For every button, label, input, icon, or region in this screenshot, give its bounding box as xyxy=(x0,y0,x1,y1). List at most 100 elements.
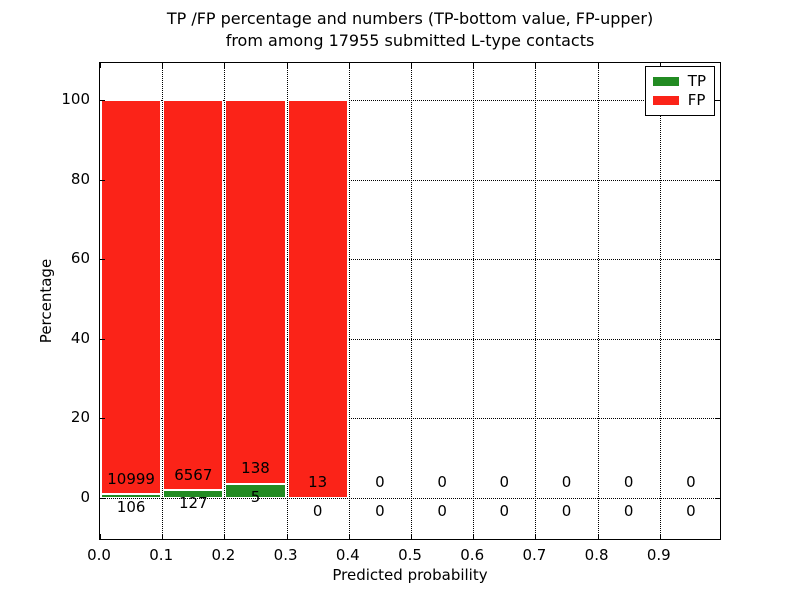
x-tick-bottom-0.9 xyxy=(659,534,661,539)
x-tick-top-0.9 xyxy=(659,63,661,68)
tp-count-label-6: 0 xyxy=(499,501,510,520)
y-tick-label-60: 60 xyxy=(70,249,90,268)
chart-title-line2: from among 17955 submitted L-type contac… xyxy=(225,31,595,50)
tp-count-label-4: 0 xyxy=(375,501,385,520)
legend: TP FP xyxy=(644,66,715,116)
x-tick-label-0.6: 0.6 xyxy=(460,546,485,564)
legend-row-tp: TP xyxy=(652,72,706,91)
y-tick-label-80: 80 xyxy=(70,169,90,188)
x-tick-bottom-0.2 xyxy=(224,534,226,539)
gridline-y-100 xyxy=(100,100,720,101)
x-tick-label-0.1: 0.1 xyxy=(149,546,174,564)
plot-area: 10999 106 6567 127 138 5 13 0 0 0 0 0 0 0 0 0 0 0 0 0 TP FP xyxy=(99,62,721,540)
fp-count-label-1: 6567 xyxy=(174,465,213,484)
x-tick-label-0.0: 0.0 xyxy=(87,546,111,564)
tp-count-label-9: 0 xyxy=(686,501,696,520)
tp-count-label-5: 0 xyxy=(437,501,447,520)
gridline-x-0.9 xyxy=(659,63,661,539)
tp-count-label-7: 0 xyxy=(561,501,572,520)
gridline-x-0.2 xyxy=(224,63,226,539)
gridline-x-0.3 xyxy=(286,63,288,539)
y-tick-label-100: 100 xyxy=(61,90,90,108)
legend-row-fp: FP xyxy=(652,91,706,110)
x-tick-bottom-0.1 xyxy=(162,534,164,539)
legend-label-tp: TP xyxy=(687,72,706,90)
fp-count-label-4: 0 xyxy=(375,473,385,492)
gridline-x-0.7 xyxy=(535,63,537,539)
fp-count-label-6: 0 xyxy=(499,473,510,492)
gridline-y-60 xyxy=(100,259,720,261)
bar-fp-segment-3 xyxy=(287,100,348,498)
gridline-y-20 xyxy=(100,418,720,420)
y-tick-left-40 xyxy=(100,338,105,340)
fp-count-label-5: 0 xyxy=(437,473,447,492)
bar-fp-segment-2 xyxy=(225,100,286,485)
x-axis-label: Predicted probability xyxy=(332,566,488,584)
fp-count-label-3: 13 xyxy=(308,473,328,492)
x-tick-top-0.8 xyxy=(597,63,599,68)
gridline-y-40 xyxy=(100,338,720,340)
bar-fp-segment-0 xyxy=(101,100,162,495)
y-tick-label-40: 40 xyxy=(70,328,90,347)
gridline-x-0.8 xyxy=(597,63,599,539)
gridline-x-0.4 xyxy=(348,63,350,539)
x-tick-top-0.3 xyxy=(286,63,288,68)
x-tick-label-0.2: 0.2 xyxy=(211,546,236,564)
tp-count-label-3: 0 xyxy=(312,501,323,520)
x-tick-label-0.8: 0.8 xyxy=(584,546,609,564)
x-tick-top-0.4 xyxy=(348,63,350,68)
x-tick-bottom-0.3 xyxy=(286,534,288,539)
gridline-y-80 xyxy=(100,179,720,181)
x-tick-bottom-0.4 xyxy=(348,534,350,539)
gridline-y-0 xyxy=(100,498,720,500)
legend-swatch-fp xyxy=(652,96,679,105)
fp-count-label-2: 138 xyxy=(241,459,270,478)
y-tick-label-20: 20 xyxy=(70,408,90,427)
y-tick-right-40 xyxy=(715,338,720,340)
y-tick-right-80 xyxy=(715,179,720,181)
y-tick-right-100 xyxy=(715,100,720,101)
bar-tp-segment-2 xyxy=(225,484,286,498)
chart-title-line1: TP /FP percentage and numbers (TP-bottom… xyxy=(166,9,654,28)
chart-title: TP /FP percentage and numbers (TP-bottom… xyxy=(99,8,721,52)
tp-count-label-8: 0 xyxy=(623,501,634,520)
y-tick-left-20 xyxy=(100,418,105,420)
x-tick-top-0.5 xyxy=(411,63,412,68)
y-tick-right-0 xyxy=(715,498,720,500)
tp-count-label-1: 127 xyxy=(178,494,208,513)
x-tick-label-0.9: 0.9 xyxy=(646,546,671,564)
fp-count-label-8: 0 xyxy=(623,473,634,492)
gridline-x-0.5 xyxy=(411,63,412,539)
x-tick-label-0.4: 0.4 xyxy=(335,546,360,564)
y-tick-right-60 xyxy=(715,259,720,261)
y-tick-left-60 xyxy=(100,259,105,261)
bar-fp-segment-1 xyxy=(163,100,224,491)
x-tick-bottom-0.8 xyxy=(597,534,599,539)
x-tick-top-0.0 xyxy=(100,63,101,68)
x-tick-label-0.7: 0.7 xyxy=(522,546,547,564)
fp-count-label-7: 0 xyxy=(561,473,572,492)
x-tick-bottom-0.5 xyxy=(411,534,412,539)
x-tick-top-0.2 xyxy=(224,63,226,68)
gridline-x-0.1 xyxy=(162,63,164,539)
legend-label-fp: FP xyxy=(687,91,706,109)
x-tick-bottom-0.0 xyxy=(100,534,101,539)
y-tick-left-0 xyxy=(100,498,105,500)
x-tick-label-0.3: 0.3 xyxy=(273,546,298,564)
bar-tp-segment-0 xyxy=(101,494,162,498)
gridline-x-0.6 xyxy=(473,63,475,539)
tp-count-label-0: 106 xyxy=(116,498,146,517)
bar-tp-segment-1 xyxy=(163,490,224,498)
x-tick-bottom-0.6 xyxy=(473,534,475,539)
x-tick-bottom-0.7 xyxy=(535,534,537,539)
y-tick-left-80 xyxy=(100,179,105,181)
x-tick-top-0.6 xyxy=(473,63,475,68)
fp-count-label-9: 0 xyxy=(686,473,696,492)
fp-count-label-0: 10999 xyxy=(107,469,155,488)
x-tick-label-0.5: 0.5 xyxy=(398,546,422,564)
y-tick-right-20 xyxy=(715,418,720,420)
legend-swatch-tp xyxy=(652,77,679,86)
tp-count-label-2: 5 xyxy=(250,488,261,506)
y-tick-left-100 xyxy=(100,100,105,101)
